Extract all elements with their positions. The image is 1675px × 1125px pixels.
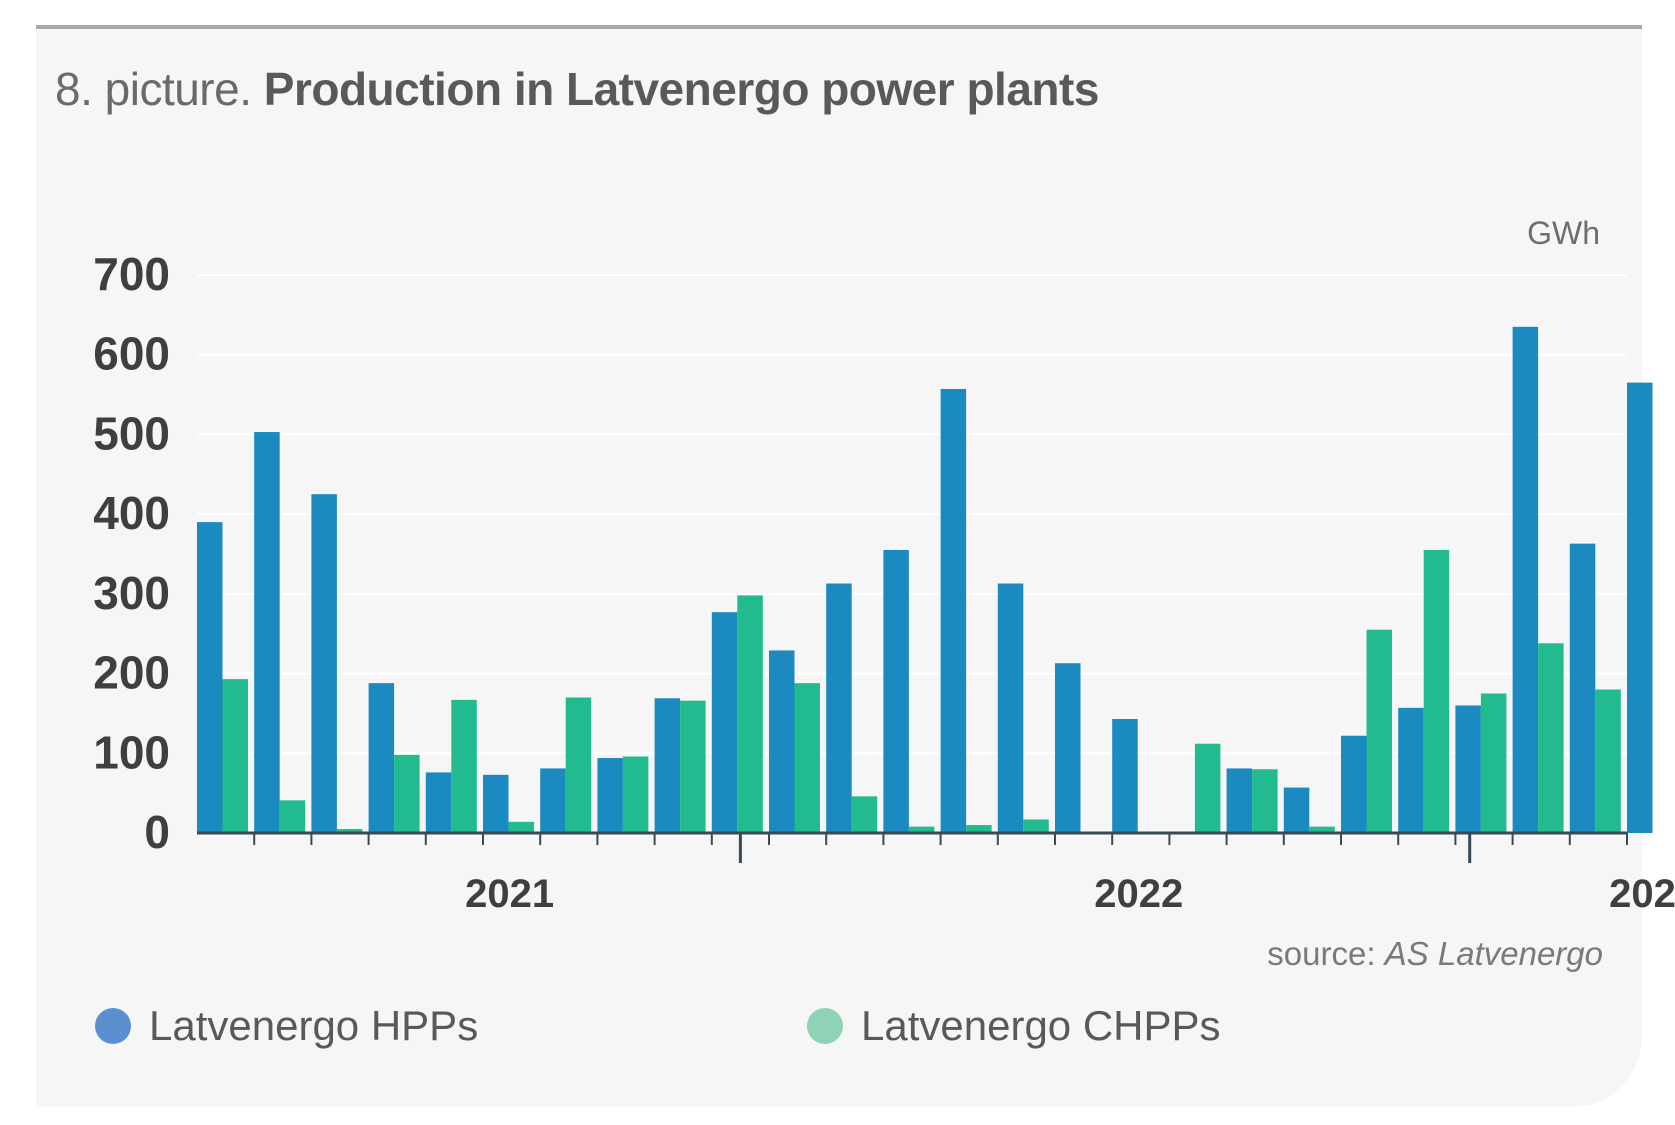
source-prefix: source: [1267,935,1376,972]
bar-hpp [1627,382,1653,833]
bar-hpp [1455,705,1481,833]
x-tick-label: 2021 [465,872,554,916]
bar-chpp [565,697,592,833]
bar-chpp [1538,643,1564,833]
chart-title: 8. picture. Production in Latvenergo pow… [55,62,1099,116]
legend-label-hpp: Latvenergo HPPs [149,1002,479,1049]
unit-label: GWh [1527,215,1600,251]
title-prefix: 8. picture. [55,63,252,115]
bar-chpp [279,800,306,833]
source-note: source: AS Latvenergo [1267,935,1603,973]
bar-hpp [540,768,566,833]
bar-hpp [197,522,223,833]
x-tick-label: 2022 [1094,872,1183,916]
x-tick-label: 2023 [1609,872,1675,916]
bar-chpp [1366,629,1392,833]
bar-hpp [711,612,738,833]
y-tick-label: 100 [93,726,170,778]
bar-hpp [1283,787,1310,833]
bar-chpp [394,754,420,833]
bar-hpp [254,432,280,833]
y-tick-label: 300 [93,567,170,619]
bar-hpp [1112,719,1138,833]
title-main: Production in Latvenergo power plants [263,63,1100,115]
bar-chpp [336,829,363,833]
y-tick-label: 400 [93,487,170,539]
bar-chpp [1023,819,1049,833]
bar-hpp [483,774,509,833]
bar-chpp [1194,743,1221,833]
bar-hpp [1398,707,1424,833]
bar-hpp [311,494,337,833]
bar-hpp [883,550,909,833]
y-tick-label: 0 [144,806,170,858]
bar-chpp [966,825,992,833]
bar-hpp [368,683,395,833]
bar-hpp [1226,768,1253,833]
legend-item-chpp: Latvenergo CHPPs [807,1002,1221,1050]
legend: Latvenergo HPPs Latvenergo CHPPs [95,1002,1495,1062]
source-name: AS Latvenergo [1384,935,1603,972]
bar-chpp [1595,689,1621,833]
bar-chpp [1480,693,1507,833]
bar-hpp [1341,735,1367,833]
bar-chpp [622,756,649,833]
bar-chpp [851,796,878,833]
bar-hpp [425,772,452,833]
bar-chpp [794,683,820,833]
bar-chpp [680,700,706,833]
bar-hpp [1055,663,1081,833]
top-rule [36,25,1642,29]
legend-swatch-chpp [807,1008,843,1044]
bar-chpp [908,826,935,833]
bar-chpp [451,699,477,833]
legend-label-chpp: Latvenergo CHPPs [861,1002,1221,1049]
y-tick-label: 500 [93,407,170,459]
legend-item-hpp: Latvenergo HPPs [95,1002,478,1050]
bar-chpp [1423,550,1450,833]
bar-hpp [1512,326,1539,833]
bar-hpp [940,388,967,833]
bar-chpp [1252,769,1278,833]
y-tick-label: 200 [93,647,170,699]
bar-hpp [597,758,623,833]
y-tick-label: 600 [93,328,170,380]
y-tick-label: 700 [93,248,170,300]
bar-hpp [1569,543,1596,833]
bar-chpp [1309,826,1335,833]
bar-chpp [222,679,248,833]
legend-swatch-hpp [95,1008,131,1044]
bar-hpp [654,698,681,833]
bar-chpp [508,821,534,833]
bar-hpp [997,583,1024,833]
bar-chpp [737,595,763,833]
chart-panel [36,29,1642,1107]
bar-hpp [826,583,852,833]
bar-hpp [769,650,795,833]
